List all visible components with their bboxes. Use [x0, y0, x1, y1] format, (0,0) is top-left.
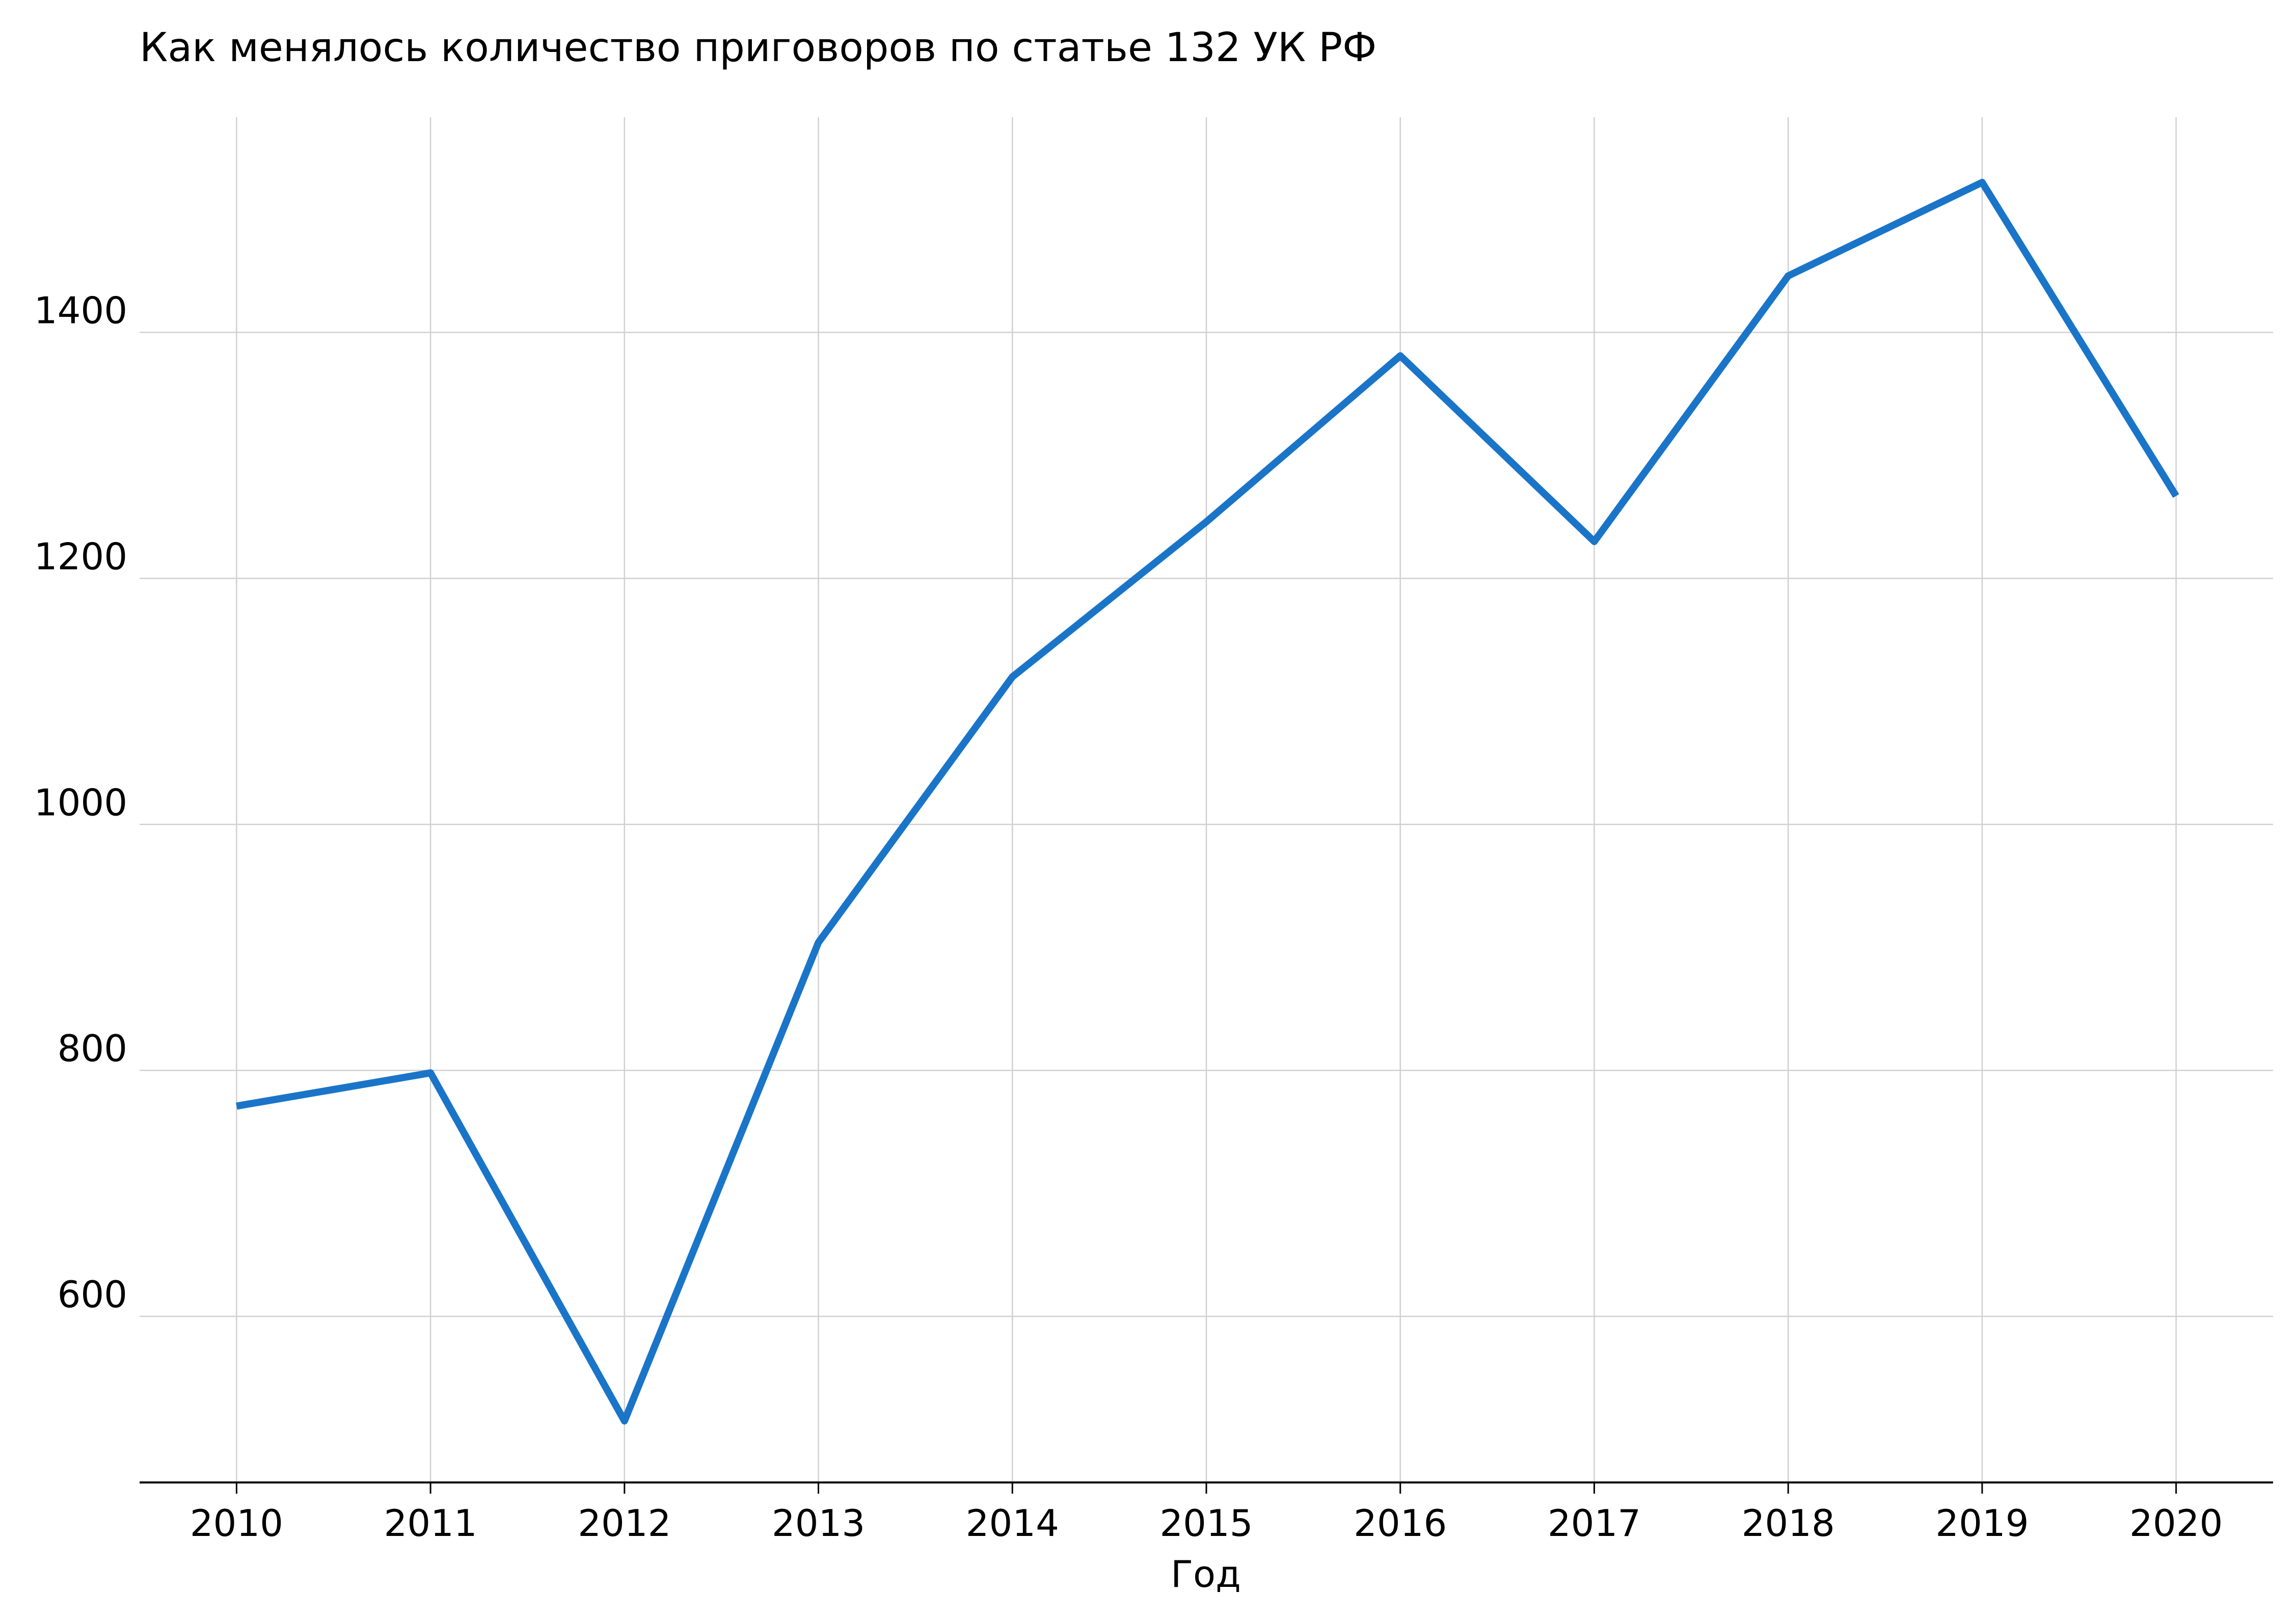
x-axis-label: Год: [1171, 1553, 1241, 1596]
x-tick-label: 2011: [384, 1502, 477, 1545]
x-tick-label: 2013: [772, 1502, 865, 1545]
chart-title: Как менялось количество приговоров по ст…: [140, 25, 1376, 71]
y-tick-label: 1000: [34, 781, 127, 824]
x-tick-label: 2018: [1742, 1502, 1835, 1545]
y-tick-label: 600: [58, 1273, 127, 1316]
x-tick-label: 2017: [1548, 1502, 1641, 1545]
ticks: 2010 2011 2012 2013 2014 2015 2016 2017 2018 2019…: [34, 289, 2223, 1545]
y-tick-label: 1400: [34, 289, 127, 332]
x-tick-label: 2020: [2129, 1502, 2223, 1545]
x-tick-label: 2019: [1935, 1502, 2029, 1545]
x-tick-label: 2015: [1159, 1502, 1253, 1545]
series: [236, 179, 2179, 1425]
x-tick-label: 2010: [190, 1502, 283, 1545]
grid: [140, 117, 2273, 1482]
series-line: [236, 179, 2179, 1425]
x-tick-label: 2014: [966, 1502, 1059, 1545]
x-tick-label: 2016: [1354, 1502, 1447, 1545]
x-tick-label: 2012: [578, 1502, 671, 1545]
y-tick-label: 800: [58, 1027, 127, 1070]
y-tick-label: 1200: [34, 535, 127, 578]
